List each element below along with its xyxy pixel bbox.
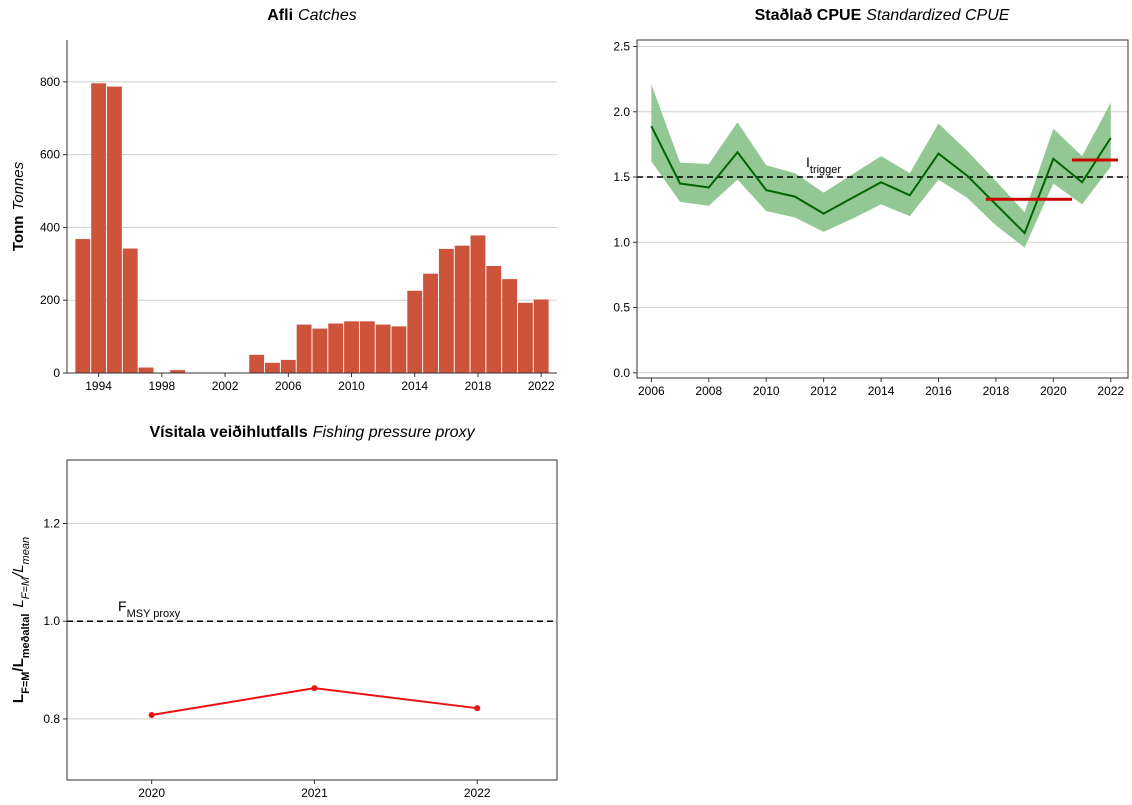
y-axis-label: Tonn Tonnes	[10, 161, 27, 251]
x-tick-label: 2016	[925, 384, 952, 398]
chart: Afli Catches Tonn Tonnes 0 200 400 600 800 1994 19…	[10, 7, 557, 393]
bar	[470, 235, 486, 373]
x-tick-label: 1998	[148, 379, 175, 393]
y-tick-label: 0.0	[613, 366, 630, 380]
y-tick-label: 1.0	[43, 614, 60, 628]
y-label-en: Tonnes	[10, 161, 27, 210]
chart: Staðlað CPUE Standardized CPUE 0.0 0.5 1.0 1.…	[613, 7, 1129, 398]
chart-title: Afli Catches	[267, 7, 356, 24]
ref-label-sub: MSY proxy	[127, 608, 181, 620]
bar	[280, 359, 296, 373]
bar	[138, 367, 154, 373]
bar	[502, 279, 518, 373]
x-tick-label: 2020	[138, 786, 165, 800]
y-axis-label: LF=M/LmeðaltalLF=M/Lmean	[10, 537, 32, 703]
bar	[486, 266, 502, 373]
y-tick-label: 1.2	[43, 517, 60, 531]
ref-label-main: F	[118, 598, 127, 614]
bar	[122, 248, 138, 373]
y-label-sub: F=M	[20, 672, 32, 694]
y-label-is: /L	[10, 658, 27, 671]
bar	[249, 354, 265, 373]
x-tick-label: 2014	[401, 379, 428, 393]
y-tick-label: 0	[53, 366, 60, 380]
title-en: Standardized CPUE	[866, 7, 1010, 24]
bar	[106, 86, 122, 373]
point	[148, 712, 155, 719]
x-tick-label: 1994	[85, 379, 112, 393]
x-tick-label: 2022	[464, 786, 491, 800]
x-tick-label: 2022	[528, 379, 555, 393]
y-label-sub: mean	[20, 537, 32, 565]
bar	[407, 290, 423, 373]
bar	[391, 326, 407, 373]
y-label-sub: F=M	[20, 576, 32, 599]
bar	[423, 273, 438, 373]
x-tick-label: 2018	[465, 379, 492, 393]
line	[151, 687, 478, 717]
title-is: Afli	[267, 7, 293, 24]
x-tick-label: 2020	[1040, 384, 1067, 398]
x-tick-label: 2021	[301, 786, 328, 800]
plot-frame	[636, 39, 1129, 379]
y-tick-label: 0.5	[613, 301, 630, 315]
plot-frame	[66, 459, 558, 781]
chart-title: Vísitala veiðihlutfalls Fishing pressure …	[149, 424, 475, 441]
x-tick-label: 2006	[638, 384, 665, 398]
x-tick-label: 2018	[983, 384, 1010, 398]
reference-label: FMSY proxy	[118, 598, 181, 620]
y-label-en: /L	[10, 564, 27, 578]
x-tick-label: 2014	[868, 384, 895, 398]
y-tick-label: 400	[40, 220, 60, 234]
ref-label-main: I	[806, 154, 810, 170]
bar	[296, 324, 312, 373]
y-tick-label: 1.5	[613, 170, 630, 184]
bar	[359, 321, 375, 373]
y-label-en: L	[10, 599, 27, 607]
point	[474, 705, 481, 712]
bar	[454, 245, 470, 373]
x-tick-label: 2006	[275, 379, 302, 393]
chart-title: Staðlað CPUE Standardized CPUE	[755, 7, 1010, 24]
x-tick-label: 2010	[338, 379, 365, 393]
bar	[328, 323, 344, 373]
bar	[517, 302, 533, 373]
bar	[344, 321, 359, 373]
x-tick-label: 2012	[810, 384, 837, 398]
y-tick-label: 1.0	[613, 235, 630, 249]
chart: Vísitala veiðihlutfalls Fishing pressure …	[10, 424, 558, 800]
x-tick-label: 2008	[695, 384, 722, 398]
y-label-is: L	[10, 694, 27, 703]
bar	[75, 239, 91, 373]
bar	[375, 324, 391, 373]
y-tick-label: 600	[40, 148, 60, 162]
x-tick-label: 2002	[212, 379, 239, 393]
title-en: Catches	[298, 7, 357, 24]
bar	[312, 328, 328, 373]
reference-label: Itrigger	[806, 154, 841, 176]
title-is: Vísitala veiðihlutfalls	[149, 424, 307, 441]
y-tick-label: 2.0	[613, 105, 630, 119]
bar	[265, 362, 280, 373]
x-tick-label: 2010	[753, 384, 780, 398]
confidence-band	[651, 84, 1111, 248]
y-tick-label: 200	[40, 293, 60, 307]
x-tick-label: 2022	[1097, 384, 1124, 398]
bar	[438, 248, 454, 373]
y-label-sub: meðaltal	[20, 614, 32, 659]
ref-label-sub: trigger	[810, 164, 842, 176]
bar	[91, 83, 107, 373]
y-tick-label: 2.5	[613, 40, 630, 54]
line	[650, 125, 1112, 235]
y-tick-label: 0.8	[43, 712, 60, 726]
point	[311, 685, 318, 692]
y-label-is: Tonn	[10, 216, 27, 252]
title-is: Staðlað CPUE	[755, 7, 862, 24]
bar	[533, 299, 549, 373]
bar	[170, 370, 186, 373]
title-en: Fishing pressure proxy	[313, 424, 476, 441]
y-tick-label: 800	[40, 75, 60, 89]
